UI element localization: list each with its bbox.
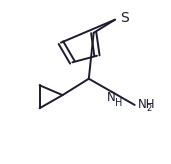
Text: 2: 2 [146,104,151,113]
Text: N: N [107,91,116,104]
Text: H: H [115,98,122,108]
Text: NH: NH [138,98,155,111]
Text: S: S [120,11,128,25]
